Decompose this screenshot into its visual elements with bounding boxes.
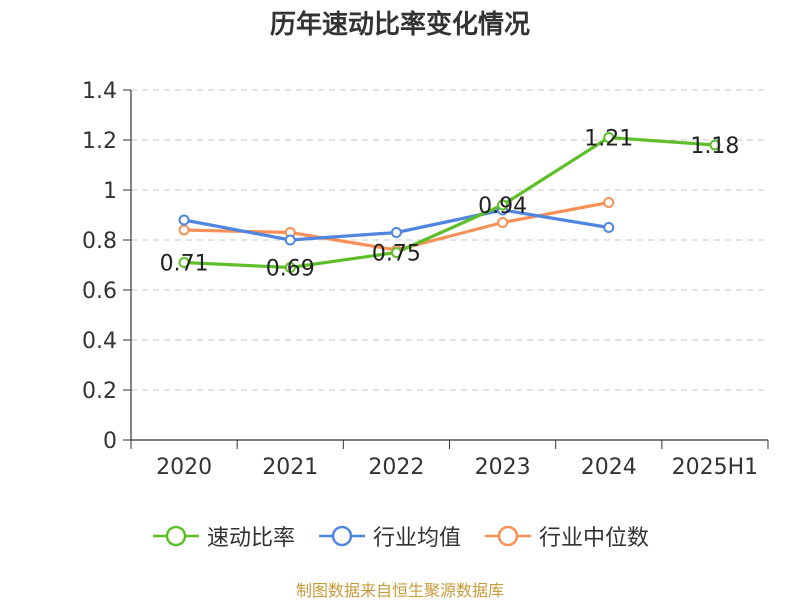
legend-swatch-industry-mean-icon bbox=[318, 525, 365, 547]
source-note: 制图数据来自恒生聚源数据库 bbox=[295, 581, 504, 600]
series-point-0 bbox=[178, 257, 190, 268]
legend-label-industry-mean: 行业均值 bbox=[372, 526, 461, 551]
data-label: 0.75 bbox=[372, 242, 421, 267]
legend-item-quick-ratio[interactable]: 速动比率 bbox=[151, 520, 295, 552]
legend-item-industry-median[interactable]: 行业中位数 bbox=[483, 520, 649, 552]
x-tick-label: 2020 bbox=[156, 455, 212, 480]
chart-title: 历年速动比率变化情况 bbox=[269, 10, 530, 40]
legend-label-industry-median: 行业中位数 bbox=[539, 526, 650, 551]
y-tick-label: 0.4 bbox=[82, 329, 117, 354]
series-point-2 bbox=[603, 197, 615, 208]
series-point-0 bbox=[390, 247, 402, 258]
y-tick-label: 1.4 bbox=[82, 79, 117, 104]
series-line-0 bbox=[182, 135, 717, 270]
series-point-0 bbox=[709, 139, 721, 151]
y-tick-label: 1.2 bbox=[82, 129, 117, 154]
series-point-1 bbox=[284, 234, 296, 246]
y-tick-label: 0 bbox=[103, 429, 117, 454]
x-tick-label: 2025H1 bbox=[672, 455, 759, 480]
y-tick-label: 0.2 bbox=[82, 379, 117, 404]
legend: 速动比率 行业均值 行业中位数 bbox=[0, 520, 800, 552]
series-point-1 bbox=[390, 227, 402, 238]
data-label: 0.69 bbox=[266, 257, 315, 282]
data-label: 0.71 bbox=[160, 252, 209, 277]
data-label: 1.18 bbox=[690, 134, 739, 159]
series-point-2 bbox=[497, 217, 509, 228]
series-point-0 bbox=[497, 199, 509, 211]
x-tick-label: 2022 bbox=[368, 455, 424, 480]
legend-label-quick-ratio: 速动比率 bbox=[206, 526, 295, 551]
series-point-0 bbox=[603, 132, 615, 143]
data-label: 1.21 bbox=[584, 127, 633, 152]
series-point-1 bbox=[603, 222, 615, 233]
y-tick-label: 1 bbox=[103, 179, 117, 204]
y-tick-label: 0.6 bbox=[82, 279, 117, 304]
y-tick-label: 0.8 bbox=[82, 229, 117, 254]
x-tick-label: 2023 bbox=[475, 455, 531, 480]
legend-item-industry-mean[interactable]: 行业均值 bbox=[317, 520, 461, 552]
x-tick-label: 2024 bbox=[581, 455, 637, 480]
series-point-0 bbox=[284, 262, 296, 273]
x-tick-label: 2021 bbox=[262, 455, 318, 480]
data-label: 0.94 bbox=[478, 194, 527, 219]
series-point-2 bbox=[178, 224, 190, 236]
legend-swatch-industry-median-icon bbox=[485, 525, 531, 547]
series-point-1 bbox=[178, 214, 190, 226]
legend-swatch-quick-ratio-icon bbox=[152, 525, 199, 547]
